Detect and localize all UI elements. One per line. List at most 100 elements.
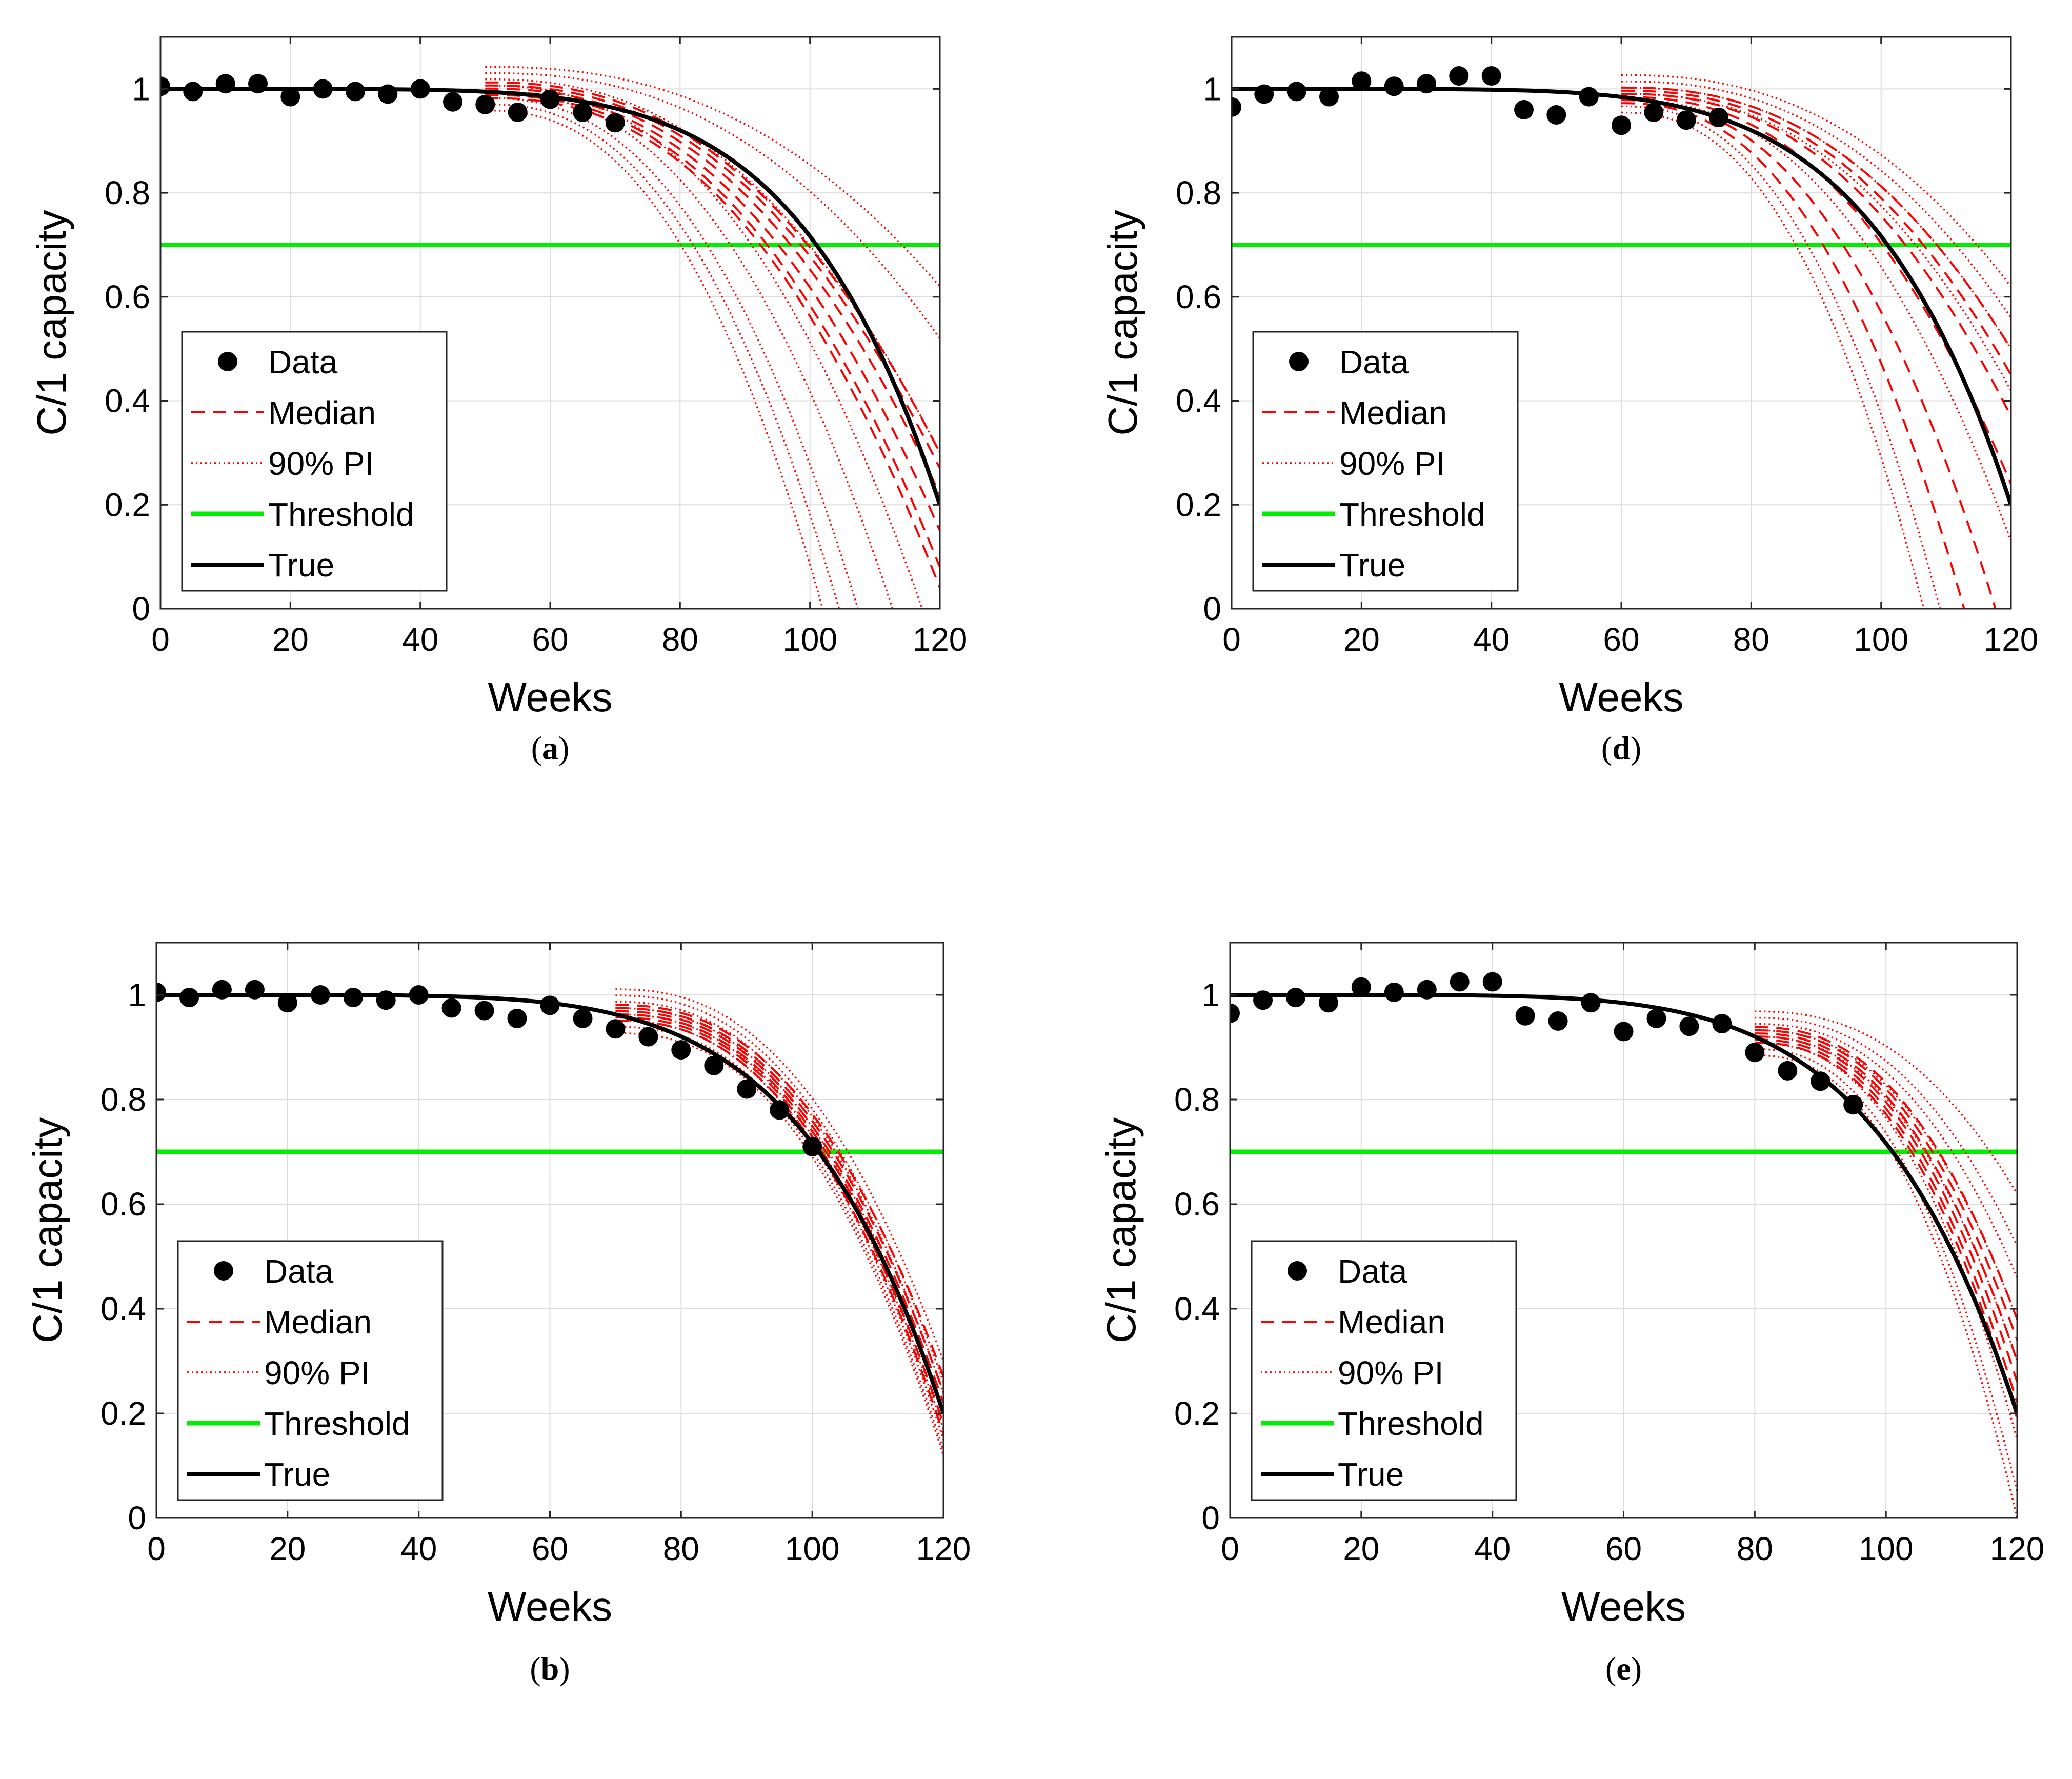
legend-label: Threshold [1339,496,1485,533]
data-point [179,988,199,1008]
data-point [1449,66,1469,86]
data-point [1745,1043,1765,1063]
x-tick-label: 40 [402,621,438,658]
data-point [737,1079,757,1099]
y-tick-label: 0.2 [1174,1395,1220,1432]
data-point [378,84,398,104]
x-axis-label: Weeks [488,674,612,720]
data-point [1612,115,1631,135]
data-point [638,1027,658,1047]
chart-panel-d: 0 20 40 60 80 100 120 0 0.2 0.4 0.6 0.8 1 Weeks C/1 ca… [1100,36,2038,766]
data-point [704,1055,724,1075]
legend: Data Median 90% PI Threshold True [1251,1240,1517,1501]
data-point [156,982,166,1002]
data-point [1232,97,1241,117]
legend: Data Median 90% PI Threshold True [177,1240,444,1501]
legend-label: Median [1338,1304,1445,1341]
y-tick-label: 1 [1201,976,1220,1013]
pi-curve [615,994,943,1383]
data-point [540,995,560,1015]
x-tick-label: 120 [1990,1530,2045,1567]
panel-caption: (a) [531,730,570,766]
data-point [1515,1006,1535,1026]
x-axis-label: Weeks [1559,674,1683,720]
legend-box [1252,331,1519,592]
x-tick-label: 0 [147,1530,166,1567]
y-tick-label: 0.8 [1174,1081,1220,1118]
legend: Data Median 90% PI Threshold True [1252,331,1519,592]
pi-curve [485,66,940,287]
data-point [1254,84,1274,104]
pi-curve [1621,105,1941,609]
median-curve [1755,1026,2017,1320]
x-tick-label: 0 [151,621,170,658]
data-point [1646,1008,1666,1028]
median-curve [615,1020,943,1435]
data-point [346,82,365,102]
y-tick-label: 0.6 [105,278,150,315]
median-curve [1755,1035,2017,1383]
median-curve [1621,89,2011,375]
legend-box [1251,1240,1517,1501]
data-point [573,1008,593,1028]
median-curve [1755,1042,2017,1419]
chart-panel-e: 0 20 40 60 80 100 120 0 0.2 0.4 0.6 0.8 1 Weeks C/1 ca… [1098,942,2045,1687]
legend-label: Data [1338,1253,1407,1290]
x-tick-label: 60 [1603,621,1639,658]
legend-label: Median [264,1304,372,1341]
data-point [507,1008,527,1028]
median-curve [1621,93,2011,417]
legend-label: Data [1339,344,1409,381]
data-point [606,1019,626,1039]
data-point [1319,87,1339,107]
pi-curve [1755,1023,2017,1278]
data-point [1579,87,1599,107]
pi-curve [1621,80,2011,318]
x-tick-label: 20 [269,1530,306,1567]
legend-label: Data [264,1253,334,1290]
y-tick-label: 0.4 [100,1290,146,1327]
x-tick-label: 120 [916,1530,971,1567]
data-point [280,87,300,107]
x-axis-label: Weeks [488,1584,612,1629]
data-point [410,79,430,99]
y-tick-label: 0.4 [105,383,150,419]
data-point [277,993,297,1013]
legend: Data Median 90% PI Threshold True [181,331,448,592]
pi-curve [1755,1042,2017,1440]
plot-content [160,66,940,609]
data-point [540,89,560,109]
data-point [1614,1022,1634,1042]
y-tick-label: 0.2 [105,486,150,523]
data-point [1384,982,1404,1002]
x-tick-label: 0 [1222,621,1241,658]
y-tick-label: 0.2 [1176,486,1221,523]
legend-label: 90% PI [268,445,374,482]
data-point [1285,988,1305,1008]
data-point [248,74,268,94]
data-point [1351,977,1371,997]
data-point [441,998,461,1018]
y-tick-label: 0.8 [100,1081,146,1118]
data-point [1450,972,1470,992]
data-point [443,92,462,112]
data-point [1644,103,1664,122]
x-tick-label: 80 [1737,1530,1773,1567]
legend-label: Threshold [1338,1405,1484,1442]
data-point [508,103,528,122]
pi-curve [1755,1016,2017,1247]
legend-box [181,331,448,592]
median-curve [485,81,940,453]
data-point [573,103,593,122]
pi-curve [485,91,894,609]
x-tick-label: 0 [1221,1530,1239,1567]
data-point [1546,105,1566,125]
x-tick-label: 20 [1343,621,1380,658]
median-curve [1621,86,2011,350]
median-curve [615,1004,943,1377]
panel-caption: (b) [530,1650,570,1687]
x-tick-label: 120 [913,621,968,658]
panel-caption: (d) [1601,730,1641,766]
pi-curve [1621,74,2011,287]
